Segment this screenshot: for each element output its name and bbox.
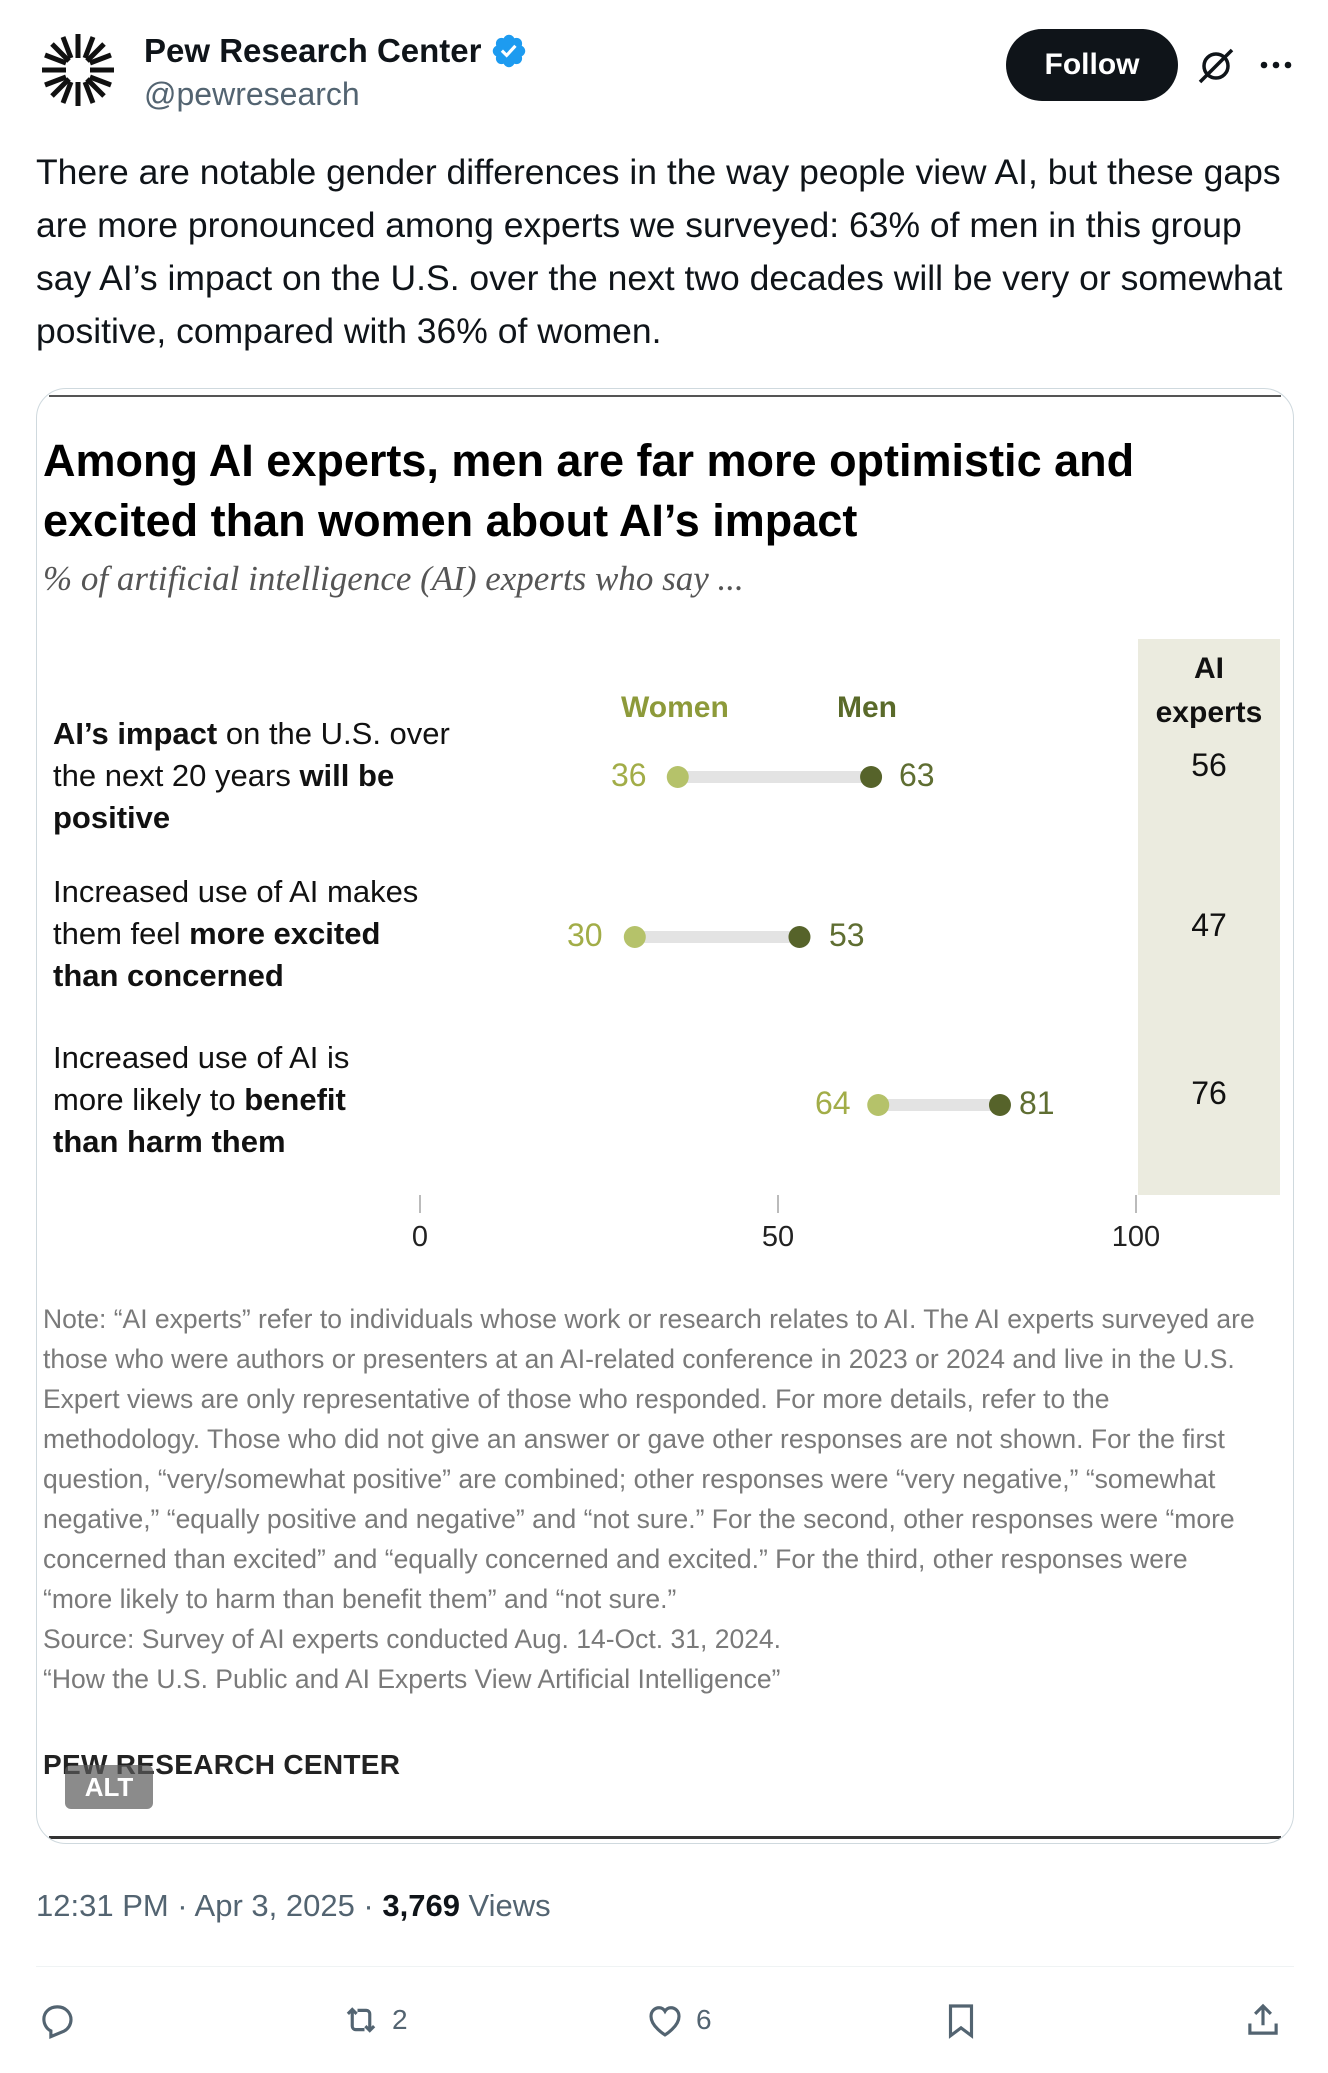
row-1-label-bold-1: AI’s impact <box>53 716 218 751</box>
tweet-meta: 12:31 PM · Apr 3, 2025 · 3,769 Views <box>36 1888 551 1924</box>
axis-tick-100 <box>1135 1195 1137 1213</box>
more-options-icon[interactable] <box>1256 50 1296 80</box>
axis-label-50: 50 <box>761 1221 795 1253</box>
views-count: 3,769 <box>382 1888 460 1923</box>
axis-label-0: 0 <box>411 1221 429 1253</box>
heart-icon <box>649 2006 681 2037</box>
experts-column: AI experts 56 47 76 <box>1138 639 1280 1195</box>
like-count: 6 <box>696 2004 712 2035</box>
legend-men: Men <box>837 691 897 724</box>
retweet-count: 2 <box>392 2004 408 2035</box>
author-handle[interactable]: @pewresearch <box>144 76 360 112</box>
author-name-text[interactable]: Pew Research Center <box>144 32 482 69</box>
reply-button[interactable] <box>36 1990 88 2050</box>
women-value-3: 64 <box>815 1085 851 1121</box>
men-dot-1 <box>860 766 883 788</box>
row-3-label-bold-1: benefit than harm them <box>53 1082 346 1159</box>
chart-top-rule <box>49 395 1281 397</box>
dumbbell-plot <box>623 766 1011 1116</box>
axis-label-100: 100 <box>1111 1221 1161 1253</box>
chart-note: Note: “AI experts” refer to individuals … <box>43 1299 1263 1699</box>
tweet-media-image[interactable]: Among AI experts, men are far more optim… <box>36 388 1294 1844</box>
experts-header-line-1: AI <box>1194 652 1224 685</box>
experts-value-1: 56 <box>1191 747 1227 783</box>
tweet-text: There are notable gender differences in … <box>36 152 1283 351</box>
row-3-label-pre: Increased use of AI is more likely to <box>53 1040 350 1117</box>
author-name[interactable]: Pew Research Center <box>144 32 528 70</box>
retweet-icon <box>346 2007 376 2033</box>
experts-header-line-2: experts <box>1155 696 1263 729</box>
men-value-3: 81 <box>1019 1085 1055 1121</box>
grok-icon[interactable] <box>1194 44 1238 88</box>
share-button[interactable] <box>1242 1990 1284 2050</box>
experts-value-3: 76 <box>1191 1075 1227 1111</box>
chart-subtitle: % of artificial intelligence (AI) expert… <box>43 559 744 598</box>
bookmark-icon <box>948 2004 974 2039</box>
verified-badge-icon <box>492 34 525 68</box>
men-value-2: 53 <box>829 917 865 953</box>
like-button[interactable]: 6 <box>644 1990 712 2050</box>
alt-text-badge[interactable]: ALT <box>65 1765 153 1809</box>
row-label-2: Increased use of AI makes them feel more… <box>53 871 453 997</box>
men-value-1: 63 <box>899 757 935 793</box>
views-label: Views <box>459 1888 551 1923</box>
row-2-label-bold-1: more excited than concerned <box>53 916 381 993</box>
axis-tick-0 <box>419 1195 421 1213</box>
men-dot-3 <box>988 1094 1011 1116</box>
women-dot-2 <box>623 926 646 948</box>
tweet-header: Pew Research Center @pewresearch Follow <box>36 26 1296 116</box>
women-dot-1 <box>666 766 689 788</box>
experts-header: AI experts <box>1138 647 1280 735</box>
bookmark-button[interactable] <box>940 1990 982 2050</box>
chart-report-title: “How the U.S. Public and AI Experts View… <box>43 1664 781 1694</box>
chart-title: Among AI experts, men are far more optim… <box>43 435 1135 546</box>
meta-divider <box>36 1966 1294 1967</box>
retweet-button[interactable]: 2 <box>340 1990 408 2050</box>
axis-tick-50 <box>777 1195 779 1213</box>
tweet-timestamp[interactable]: 12:31 PM · Apr 3, 2025 · <box>36 1888 383 1923</box>
women-value-1: 36 <box>611 757 647 793</box>
follow-button[interactable]: Follow <box>1006 29 1178 101</box>
women-value-2: 30 <box>567 917 603 953</box>
row-label-3: Increased use of AI is more likely to be… <box>53 1037 413 1163</box>
chart-bottom-rule <box>49 1836 1281 1839</box>
reply-icon <box>42 2005 73 2039</box>
row-1-label-mid: on the U.S. over the next 20 years <box>53 716 450 793</box>
row-1-label-bold-2: will be positive <box>53 758 395 835</box>
experts-value-2: 47 <box>1191 907 1227 943</box>
row-label-1: AI’s impact on the U.S. over the next 20… <box>53 713 453 839</box>
pew-logo-avatar-icon[interactable] <box>36 28 120 112</box>
women-dot-3 <box>867 1094 890 1116</box>
share-icon <box>1248 2003 1278 2035</box>
chart-source: Source: Survey of AI experts conducted A… <box>43 1624 782 1654</box>
legend-women: Women <box>621 691 729 724</box>
row-2-label-pre: Increased use of AI makes them feel <box>53 874 419 951</box>
tweet-actions: 2 6 <box>36 1990 1294 2050</box>
chart-note-text: Note: “AI experts” refer to individuals … <box>43 1304 1255 1614</box>
men-dot-2 <box>788 926 811 948</box>
